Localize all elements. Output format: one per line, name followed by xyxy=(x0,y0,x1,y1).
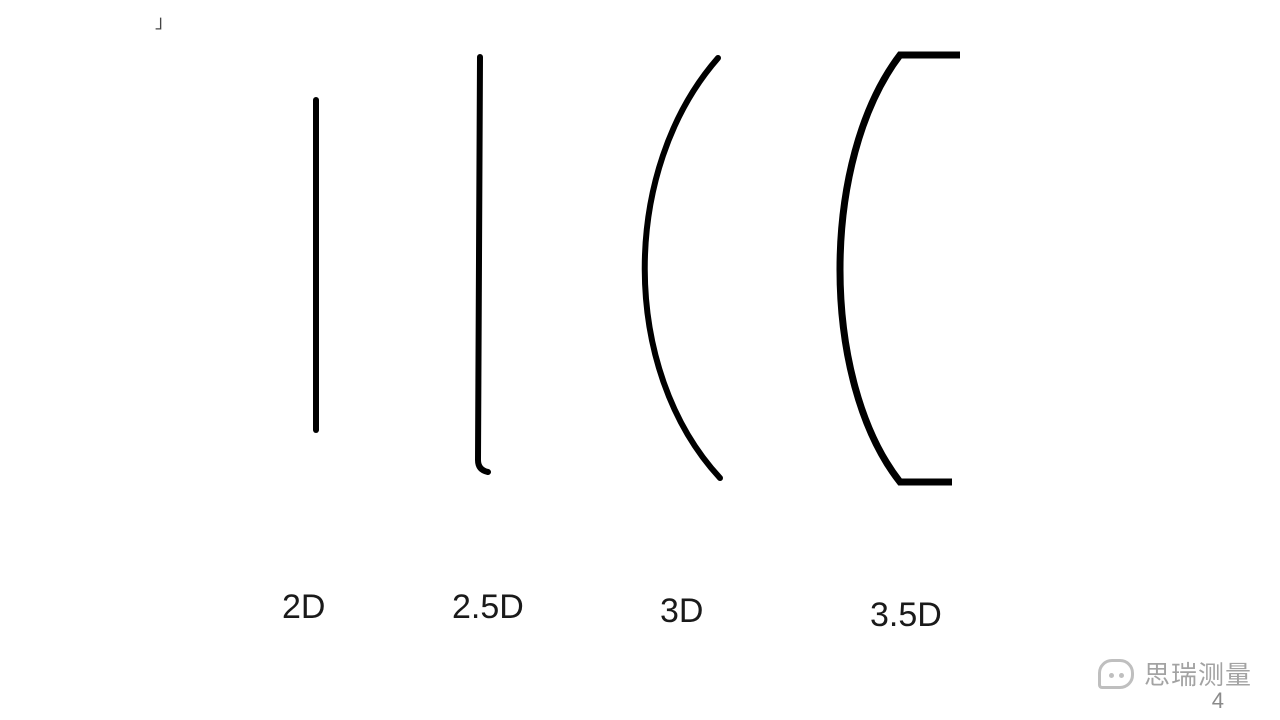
label-2-5d: 2.5D xyxy=(452,588,524,627)
label-2d: 2D xyxy=(282,588,325,627)
watermark: 思瑞测量 xyxy=(1098,655,1252,692)
shape-2-5d-path xyxy=(478,57,488,472)
shape-3d-path xyxy=(645,58,720,478)
wechat-bubble-icon xyxy=(1098,659,1134,689)
label-3-5d: 3.5D xyxy=(870,596,942,635)
page-number: 4 xyxy=(1212,688,1224,714)
shape-3-5d-path xyxy=(840,55,960,482)
watermark-text: 思瑞测量 xyxy=(1144,655,1252,692)
label-3d: 3D xyxy=(660,592,703,631)
diagram-canvas xyxy=(0,0,1280,720)
